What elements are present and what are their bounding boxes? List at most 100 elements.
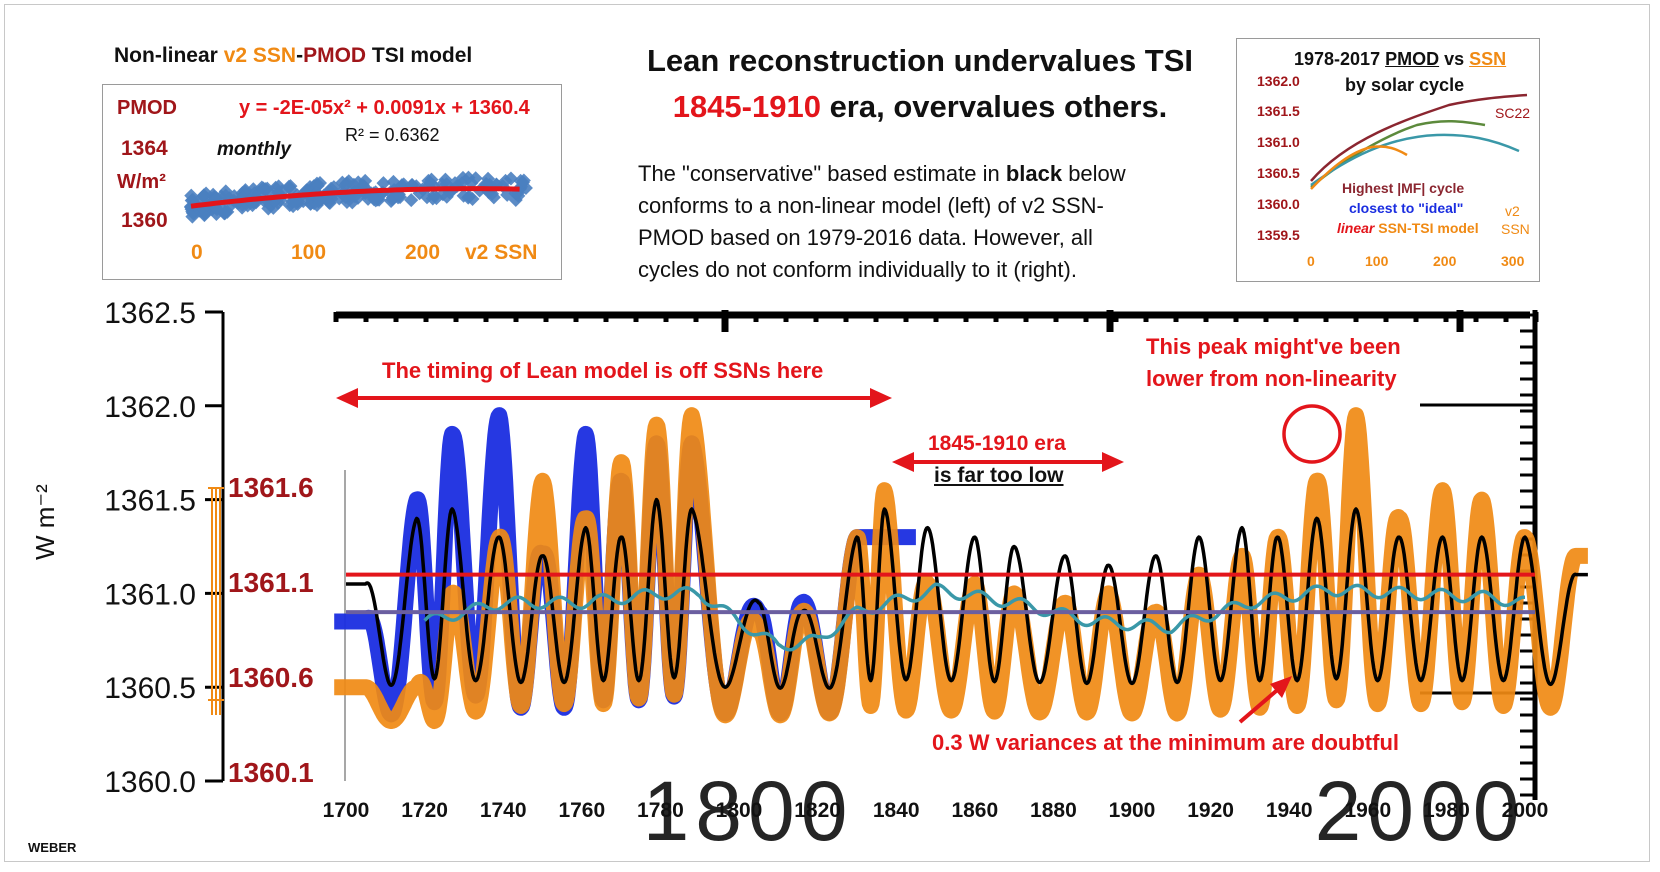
inset-left-title-end: TSI model bbox=[366, 44, 473, 67]
inset-right-title-vs: vs bbox=[1439, 49, 1470, 69]
x-tick-label: 1720 bbox=[401, 799, 448, 822]
inset-right-xtick: 200 bbox=[1433, 253, 1457, 269]
figure-frame bbox=[4, 4, 1650, 862]
inset-left-title-ssn: v2 SSN bbox=[223, 44, 297, 67]
scatter-point bbox=[335, 175, 350, 190]
scatter-point bbox=[283, 182, 298, 197]
inset-right-xtick: 300 bbox=[1501, 253, 1525, 269]
inset-left-title: Non-linear v2 SSN-PMOD TSI model bbox=[114, 44, 472, 68]
background-year-label: 1800 bbox=[643, 764, 854, 858]
inset-right-note1: Highest |MF| cycle bbox=[1342, 180, 1465, 196]
y-tick-label: 1360.5 bbox=[104, 672, 196, 705]
inset-right-ytick: 1359.5 bbox=[1257, 227, 1300, 243]
reference-lines bbox=[346, 572, 1535, 615]
inset-right-note3-rest: SSN-TSI model bbox=[1374, 220, 1479, 236]
description-text: below bbox=[1062, 161, 1126, 186]
scatter-point bbox=[197, 205, 212, 220]
description-bold: black bbox=[1005, 161, 1063, 186]
inset-left-equation: y = -2E-05x² + 0.0091x + 1360.4 bbox=[239, 97, 530, 119]
title-line-1: Lean reconstruction undervalues TSI bbox=[646, 43, 1194, 78]
x-tick-label: 1740 bbox=[480, 799, 527, 822]
inset-right-ytick: 1361.5 bbox=[1257, 103, 1300, 119]
credit: WEBER bbox=[28, 840, 77, 855]
plot-frame bbox=[205, 310, 346, 783]
x-tick-label: 1880 bbox=[1030, 799, 1077, 822]
background-year-label: 2000 bbox=[1315, 764, 1526, 858]
scatter-point bbox=[421, 173, 436, 188]
inset-right-title-pmod: PMOD bbox=[1385, 49, 1440, 69]
variance-arrow bbox=[1238, 684, 1284, 724]
description: The "conservative" based estimate in bla… bbox=[638, 158, 1198, 286]
x-tick-label: 2000 bbox=[1502, 799, 1549, 822]
inset-left-r2: R² = 0.6362 bbox=[345, 125, 440, 145]
series-smoothed-teal bbox=[423, 582, 1525, 652]
scatter-point bbox=[366, 192, 381, 207]
annotation-era-low: is far too low bbox=[934, 464, 1064, 487]
scatter-point bbox=[516, 173, 531, 188]
scatter-point bbox=[235, 200, 250, 215]
y-tick-label: 1361.5 bbox=[104, 485, 196, 518]
scatter-point bbox=[217, 206, 232, 221]
scatter-point bbox=[486, 190, 501, 205]
y-tick-label: 1361.0 bbox=[104, 578, 196, 611]
inset-right-note3-linear: linear bbox=[1337, 220, 1375, 236]
page-title: Lean reconstruction undervalues TSI 1845… bbox=[640, 38, 1200, 130]
cycle-curve-sc22 bbox=[1310, 93, 1528, 182]
era-arrow-head bbox=[892, 452, 914, 472]
inset-left-units: W/m² bbox=[117, 171, 166, 193]
x-tick-label: 1980 bbox=[1423, 799, 1470, 822]
inset-right-ytick: 1362.0 bbox=[1257, 73, 1300, 89]
x-tick-label: 1700 bbox=[323, 799, 370, 822]
inset-left-title-pmod: PMOD bbox=[303, 44, 367, 67]
scatter-point bbox=[185, 209, 200, 224]
era-arrow-head bbox=[1102, 452, 1124, 472]
cycle-curve-teal bbox=[1310, 133, 1520, 187]
x-tick-label: 1780 bbox=[637, 799, 684, 822]
title-era: 1845-1910 bbox=[672, 89, 821, 124]
inset-left-xtick: 200 bbox=[405, 241, 441, 264]
x-tick-label: 1800 bbox=[716, 799, 763, 822]
x-tick-label: 1920 bbox=[1187, 799, 1234, 822]
description-line: The "conservative" based estimate in bla… bbox=[638, 158, 1198, 190]
x-tick-label: 1820 bbox=[794, 799, 841, 822]
title-line-2: 1845-1910 era, overvalues others. bbox=[640, 84, 1200, 130]
inset-left-title-part: Non-linear bbox=[114, 44, 224, 67]
y-axis-label: W m⁻² bbox=[30, 484, 60, 560]
annotation-variance: 0.3 W variances at the minimum are doubt… bbox=[932, 730, 1399, 755]
description-line: cycles do not conform individually to it… bbox=[638, 257, 1077, 282]
cycle-curve-orange bbox=[1310, 145, 1408, 190]
inset-left-xtick: 0 bbox=[191, 241, 203, 264]
inset-right-v2: v2 bbox=[1505, 203, 1520, 219]
inset-right-subtitle: by solar cycle bbox=[1345, 75, 1465, 95]
annotation-peak-2: lower from non-linearity bbox=[1146, 366, 1397, 391]
inset-right-ytick: 1361.0 bbox=[1257, 134, 1300, 150]
inset-right-ytick: 1360.0 bbox=[1257, 196, 1300, 212]
inset-right-svg bbox=[1310, 93, 1528, 190]
inset-left-ytick: 1360 bbox=[121, 209, 168, 232]
scatter-point bbox=[435, 177, 450, 192]
scatter-point bbox=[427, 188, 442, 203]
y-tick-label: 1362.0 bbox=[104, 391, 196, 424]
scatter-point bbox=[461, 190, 476, 205]
annotation-arrows bbox=[336, 388, 1342, 724]
description-line: conforms to a non-linear model (left) of… bbox=[638, 193, 1104, 218]
annotation-timing: The timing of Lean model is off SSNs her… bbox=[382, 358, 824, 383]
variance-arrow-head bbox=[1270, 676, 1292, 698]
inset-right-sc22: SC22 bbox=[1495, 105, 1531, 121]
description-text: The "conservative" based estimate in bbox=[638, 161, 1006, 186]
background-large-ticks: 1800 2000 bbox=[333, 310, 1539, 858]
inset-right-ytick: 1360.5 bbox=[1257, 165, 1300, 181]
scatter-point bbox=[386, 174, 401, 189]
annotation-peak-1: This peak might've been bbox=[1146, 334, 1401, 359]
inset-left-monthly: monthly bbox=[217, 139, 291, 160]
inset-right-title-ssn: SSN bbox=[1469, 49, 1507, 69]
y-tick-label-red: 1361.6 bbox=[228, 472, 314, 503]
x-tick-label: 1900 bbox=[1109, 799, 1156, 822]
y-tick-label: 1362.5 bbox=[104, 297, 196, 330]
scatter-point bbox=[346, 177, 361, 192]
inset-right-title-part: 1978-2017 bbox=[1294, 49, 1386, 69]
y-tick-label: 1360.0 bbox=[104, 766, 196, 799]
x-tick-label: 1940 bbox=[1266, 799, 1313, 822]
inset-left-box: PMOD 1364 W/m² 1360 monthly y = -2E-05x²… bbox=[102, 84, 562, 280]
